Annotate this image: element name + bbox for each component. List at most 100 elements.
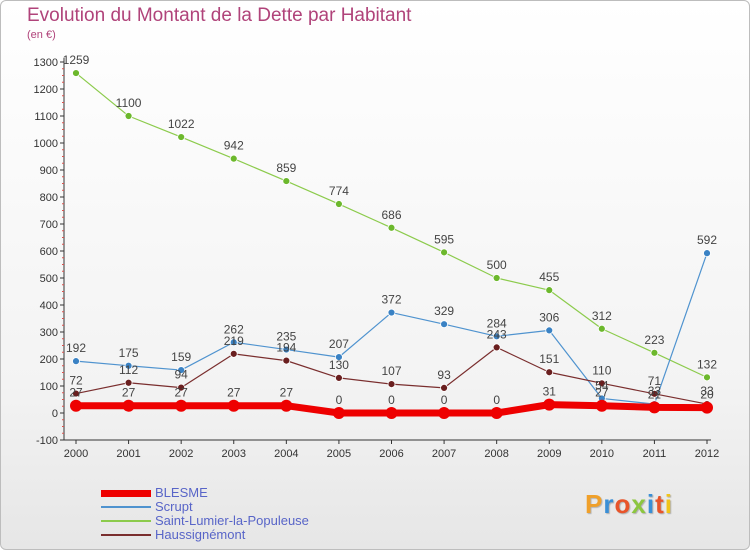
x-tick-label: 2004 [274, 448, 298, 460]
data-label: 27 [227, 386, 241, 400]
data-label: 1259 [63, 53, 90, 67]
data-point [701, 401, 713, 414]
data-point [492, 274, 501, 282]
data-label: 27 [174, 386, 188, 400]
legend-label-blesme: BLESME [155, 485, 208, 500]
data-label: 151 [539, 352, 559, 366]
data-label: 592 [697, 233, 717, 247]
logo-letter: P [585, 489, 604, 519]
data-label: 207 [329, 337, 349, 351]
data-label: 54 [595, 378, 609, 392]
data-point [229, 349, 238, 358]
data-label: 94 [174, 368, 188, 382]
y-tick-label: 400 [40, 300, 58, 312]
data-point [385, 407, 398, 419]
data-label: 107 [381, 364, 401, 378]
data-label: 72 [69, 374, 83, 388]
data-label: 0 [336, 393, 343, 407]
y-tick-label: 1100 [34, 111, 58, 123]
data-label: 223 [644, 333, 664, 347]
data-label: 235 [276, 330, 296, 344]
data-point [545, 326, 554, 335]
data-point [332, 407, 345, 419]
data-point [595, 399, 608, 412]
legend-swatch-haussignemont [101, 534, 151, 536]
data-label: 33 [700, 384, 714, 398]
data-point [703, 249, 711, 258]
data-point [72, 69, 80, 77]
data-point [438, 407, 451, 419]
data-label: 859 [276, 161, 296, 175]
logo-letter: x [631, 489, 647, 519]
data-point [650, 389, 659, 398]
logo-letter: r [603, 489, 615, 519]
data-point [387, 223, 396, 232]
data-label: 130 [329, 358, 349, 372]
data-point [280, 399, 293, 412]
data-label: 1100 [116, 96, 142, 110]
legend-label-haussignemont: Haussignémont [155, 527, 246, 542]
data-label: 175 [119, 346, 139, 360]
legend-label-saint-lumier: Saint-Lumier-la-Populeuse [155, 513, 309, 528]
data-point [177, 383, 186, 392]
x-tick-label: 2009 [537, 448, 561, 460]
x-tick-label: 2005 [327, 448, 351, 460]
y-tick-label: 200 [40, 354, 58, 366]
data-label: 455 [539, 270, 559, 284]
data-point [440, 248, 448, 257]
data-point [387, 380, 396, 389]
legend: BLESME Scrupt Saint-Lumier-la-Populeuse … [101, 486, 381, 542]
data-point [492, 343, 501, 352]
y-tick-label: 700 [40, 219, 58, 231]
data-point [650, 348, 659, 357]
y-tick-label: 300 [40, 327, 58, 339]
x-tick-label: 2011 [643, 448, 667, 460]
data-point [335, 373, 343, 382]
y-tick-label: 1000 [34, 138, 58, 150]
y-tick-label: 100 [40, 381, 58, 393]
data-point [597, 379, 606, 388]
data-point [72, 357, 80, 366]
data-label: 595 [434, 232, 454, 246]
y-tick-label: 500 [40, 273, 58, 285]
legend-label-scrupt: Scrupt [155, 499, 193, 514]
legend-swatch-blesme [101, 490, 151, 497]
data-label: 0 [388, 393, 395, 407]
x-tick-label: 2006 [379, 448, 403, 460]
data-label: 112 [119, 363, 138, 377]
data-point [648, 401, 661, 414]
data-label: 329 [434, 304, 454, 318]
legend-swatch-saint-lumier [101, 520, 151, 522]
data-label: 27 [280, 386, 294, 400]
legend-swatch-scrupt [101, 506, 151, 508]
proxiti-logo: Proxiti [585, 489, 673, 520]
data-point [545, 368, 554, 377]
data-point [124, 378, 133, 387]
chart-title: Evolution du Montant de la Dette par Hab… [27, 5, 412, 26]
x-tick-label: 2007 [432, 448, 456, 460]
logo-letter: i [646, 489, 656, 519]
data-point [440, 320, 448, 329]
data-point [387, 308, 396, 317]
data-point [122, 399, 135, 412]
data-label: 93 [437, 368, 451, 382]
x-tick-label: 2008 [484, 448, 508, 460]
data-point [227, 399, 240, 412]
legend-item-blesme: BLESME [101, 486, 381, 500]
data-label: 31 [543, 385, 557, 399]
chart-subtitle: (en €) [27, 29, 56, 41]
legend-item-scrupt: Scrupt [101, 500, 381, 514]
data-label: 942 [224, 139, 244, 153]
data-point [229, 338, 238, 347]
data-point [597, 324, 606, 333]
x-tick-label: 2002 [169, 448, 193, 460]
data-label: 21 [648, 387, 662, 401]
data-point [175, 399, 188, 412]
data-label: 500 [487, 258, 507, 272]
data-label: 27 [595, 386, 609, 400]
logo-letter: t [655, 489, 665, 519]
data-label: 192 [66, 341, 86, 355]
data-point [124, 112, 133, 120]
y-tick-label: 800 [40, 192, 58, 204]
